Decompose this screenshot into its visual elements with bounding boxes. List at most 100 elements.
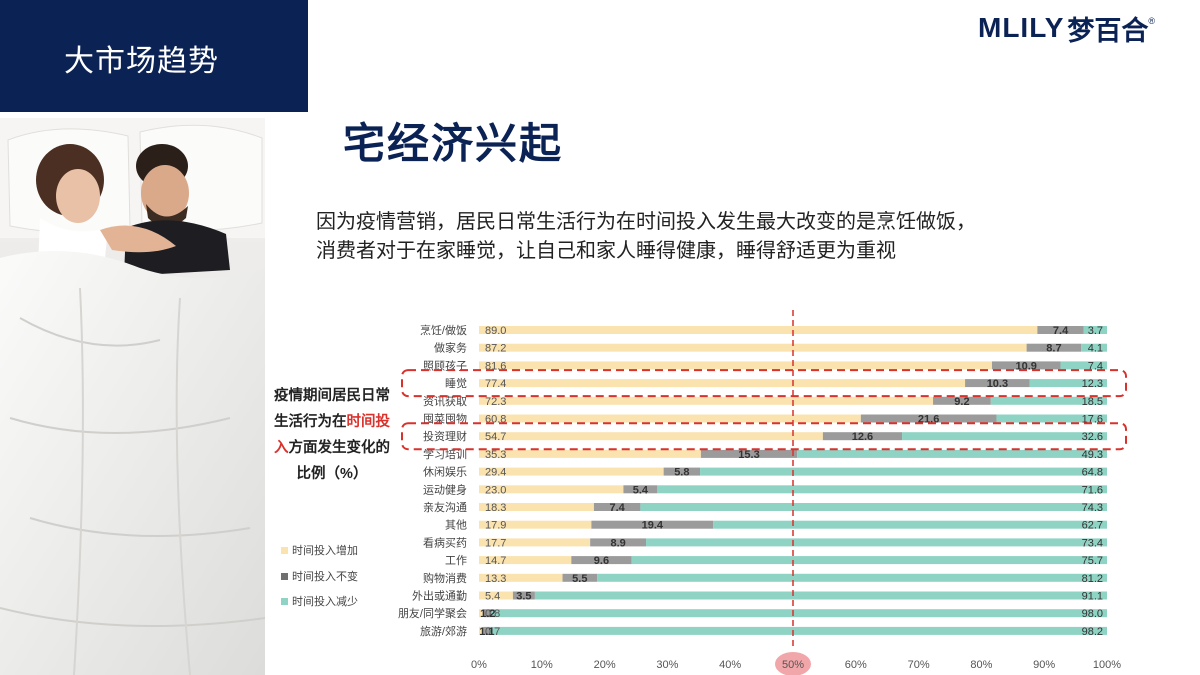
slide-title: 宅经济兴起 [343,120,564,167]
data-label-increase-12: 17.7 [485,537,506,549]
x-tick-label-4: 40% [719,659,741,671]
bar-segment---0 [479,326,1038,334]
bar-segment---17 [490,626,1107,635]
x-tick-label-6: 60% [845,659,867,671]
legend-swatch-decrease [281,597,288,605]
bar-segment---9 [479,485,624,494]
category-label-7: 学习培训 [423,447,467,461]
bar-segment---10 [479,503,594,511]
x-tick-label-8: 80% [970,659,992,671]
x-tick-label-9: 90% [1033,659,1055,671]
category-label-4: 资讯获取 [423,395,467,408]
bar-segment---0 [1037,326,1084,334]
bar-segment---11 [591,520,714,529]
data-label-increase-17: 0.7 [485,626,500,638]
data-label-unchanged-14: 5.5 [572,573,587,585]
data-label-decrease-4: 18.5 [1082,396,1103,408]
bar-segment---0 [1083,326,1107,334]
bar-segment---3 [1029,379,1107,388]
caption-text-1: 疫情期间居民日常生活行为在 [274,388,390,430]
data-label-decrease-3: 12.3 [1082,378,1103,390]
category-label-13: 工作 [445,554,467,567]
data-label-decrease-10: 74.3 [1082,502,1103,514]
caption-text-2: 方面发生变化的比例（%） [288,440,391,482]
logo-wordmark: MLILY [978,12,1065,43]
data-label-unchanged-12: 8.9 [610,537,625,549]
bar-segment---3 [479,379,966,388]
bar-segment---12 [590,538,647,547]
description-line-1: 因为疫情营销，居民日常生活行为在时间投入发生最大改变的是烹饪做饭， [316,211,976,233]
x-tick-label-10: 100% [1093,659,1121,671]
data-label-unchanged-7: 15.3 [738,449,759,461]
category-label-6: 投资理财 [423,429,467,443]
bar-segment---2 [1060,361,1107,370]
x-tick-label-2: 20% [594,659,616,671]
data-label-unchanged-16: 1.2 [480,608,495,620]
x-tick-label-7: 70% [908,659,930,671]
bar-segment---7 [700,449,798,458]
highlight-box-0 [401,369,1127,398]
data-label-increase-6: 54.7 [485,431,506,443]
data-label-unchanged-1: 8.7 [1046,343,1061,355]
x-tick-label-0: 0% [471,659,487,671]
bar-segment---5 [860,414,997,423]
category-label-8: 休闲娱乐 [423,465,467,479]
bar-segment---1 [1081,343,1107,352]
x-tick-label-5: 50% [782,659,804,671]
data-label-decrease-12: 73.4 [1082,537,1103,549]
bar-segment---8 [479,467,664,476]
data-label-unchanged-6: 12.6 [852,431,873,443]
legend-item-decrease: 时间投入减少 [281,593,358,609]
bar-segment---17 [479,626,484,635]
highlight-box-1 [401,422,1127,451]
category-label-5: 囤菜囤物 [423,412,467,426]
data-label-increase-3: 77.4 [485,378,506,390]
legend-label-decrease: 时间投入减少 [292,596,358,608]
logo-registered-mark: ® [1148,16,1156,26]
brand-logo: MLILY 梦百合 ® [978,8,1155,48]
category-label-11: 其他 [445,519,467,532]
section-title: 大市场趋势 [64,45,219,78]
category-label-9: 运动健身 [423,482,467,496]
x-tick-label-3: 30% [656,659,678,671]
bar-segment---4 [479,396,934,405]
category-label-0: 烹饪/做饭 [420,323,467,337]
data-label-unchanged-13: 9.6 [594,555,609,567]
data-label-unchanged-10: 7.4 [610,502,626,514]
bar-segment---15 [479,591,513,600]
bar-segment---14 [597,573,1107,582]
legend-item-unchanged: 时间投入不变 [281,568,358,584]
data-label-unchanged-15: 3.5 [516,591,531,603]
data-label-decrease-8: 64.8 [1082,467,1103,479]
category-label-10: 亲友沟通 [423,500,467,514]
legend-swatch-unchanged [281,572,288,580]
legend-label-unchanged: 时间投入不变 [292,571,358,583]
data-label-increase-15: 5.4 [485,591,500,603]
data-label-increase-14: 13.3 [485,573,506,585]
category-label-16: 朋友/同学聚会 [398,606,467,620]
bar-segment---16 [484,609,492,618]
x-tick-label-1: 10% [531,659,553,671]
bar-segment---4 [933,396,991,405]
bar-segment---17 [483,626,491,635]
logo-chinese-name: 梦百合 [1067,15,1149,46]
bar-segment---5 [996,414,1107,423]
data-label-unchanged-9: 5.4 [633,484,649,496]
bar-segment---8 [663,467,701,476]
bar-segment---13 [571,556,632,565]
category-label-1: 做家务 [434,341,467,355]
bar-segment---6 [822,432,903,441]
category-label-15: 外出或通勤 [412,589,467,603]
data-label-unchanged-3: 10.3 [987,378,1008,390]
data-label-decrease-1: 4.1 [1088,343,1103,355]
bar-segment---9 [657,485,1107,494]
x-tick-highlight [775,652,811,675]
bar-segment---16 [491,609,1107,618]
data-label-increase-4: 72.3 [485,396,506,408]
bar-segment---7 [479,449,701,458]
bar-segment---6 [479,432,823,441]
data-label-unchanged-11: 19.4 [642,520,664,532]
bar-segment---1 [479,343,1027,352]
bar-segment---2 [991,361,1061,370]
bar-segment---4 [990,396,1107,405]
